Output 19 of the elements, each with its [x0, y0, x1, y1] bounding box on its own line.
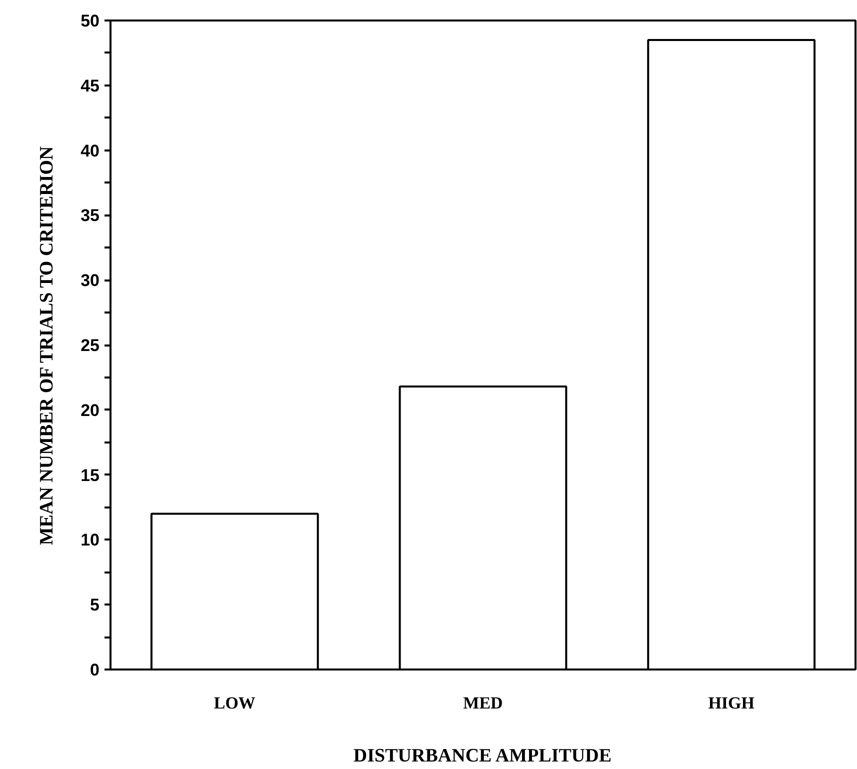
y-tick-label: 15 [80, 466, 100, 485]
y-tick-label: 30 [80, 271, 100, 290]
x-tick-label: HIGH [708, 694, 754, 712]
y-tick-label: 5 [90, 596, 100, 615]
x-tick-label: LOW [214, 694, 256, 712]
y-tick-label: 45 [80, 76, 100, 96]
y-tick-label: 50 [80, 12, 100, 30]
y-tick-label: 20 [80, 400, 100, 420]
x-tick-label: MED [463, 694, 503, 712]
y-tick-label: 25 [80, 336, 100, 355]
y-tick-label: 40 [80, 141, 100, 160]
bar [150, 512, 319, 670]
y-tick-label: 10 [80, 530, 100, 550]
y-axis-title: MEAN NUMBER OF TRIALS TO CRITERION [36, 146, 58, 546]
bar [647, 38, 816, 670]
y-tick-label: 35 [80, 206, 100, 226]
bar [398, 386, 568, 670]
x-axis-title: DISTURBANCE AMPLITUDE [353, 746, 612, 766]
y-tick-label: 0 [90, 660, 100, 680]
